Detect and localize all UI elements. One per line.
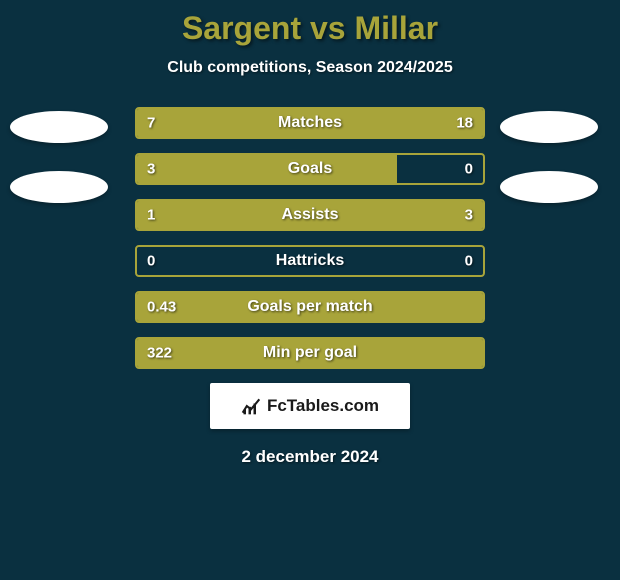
stat-value-left: 3 xyxy=(147,161,155,178)
stat-value-right: 18 xyxy=(456,115,473,132)
left-badge-column xyxy=(10,107,120,203)
stat-value-right: 3 xyxy=(465,207,473,224)
stat-row: Goals per match 0.43 xyxy=(135,291,485,323)
stat-label: Assists xyxy=(282,206,339,224)
stat-value-left: 7 xyxy=(147,115,155,132)
stats-area: Matches718Goals30Assists13Hattricks00Goa… xyxy=(0,107,620,369)
brand-logo[interactable]: FcTables.com xyxy=(210,383,410,429)
stat-value-left: 0.43 xyxy=(147,299,176,316)
stat-value-left: 1 xyxy=(147,207,155,224)
chart-icon xyxy=(241,396,261,416)
stat-label: Matches xyxy=(278,114,342,132)
bar-left-fill xyxy=(137,155,397,183)
stat-value-left: 322 xyxy=(147,345,172,362)
player-left-badge-2 xyxy=(10,171,108,203)
bar-right-fill xyxy=(224,201,484,229)
stat-value-right: 0 xyxy=(465,253,473,270)
subtitle: Club competitions, Season 2024/2025 xyxy=(167,59,452,77)
stat-bars: Matches718Goals30Assists13Hattricks00Goa… xyxy=(135,107,485,369)
stat-value-left: 0 xyxy=(147,253,155,270)
stat-value-right: 0 xyxy=(465,161,473,178)
bar-right-fill xyxy=(234,109,483,137)
player-right-badge-1 xyxy=(500,111,598,143)
stat-row: Min per goal 322 xyxy=(135,337,485,369)
page-title: Sargent vs Millar xyxy=(182,10,438,47)
stat-label: Goals per match xyxy=(247,298,372,316)
stat-label: Hattricks xyxy=(276,252,344,270)
date-line: 2 december 2024 xyxy=(241,447,378,467)
stat-row: Matches 7 18 xyxy=(135,107,485,139)
stat-row: Hattricks 0 0 xyxy=(135,245,485,277)
stat-row: Assists 1 3 xyxy=(135,199,485,231)
brand-name: FcTables.com xyxy=(267,396,379,416)
stat-label: Min per goal xyxy=(263,344,357,362)
right-badge-column xyxy=(500,107,610,203)
player-right-badge-2 xyxy=(500,171,598,203)
player-left-badge-1 xyxy=(10,111,108,143)
stat-row: Goals 3 0 xyxy=(135,153,485,185)
stat-label: Goals xyxy=(288,160,332,178)
